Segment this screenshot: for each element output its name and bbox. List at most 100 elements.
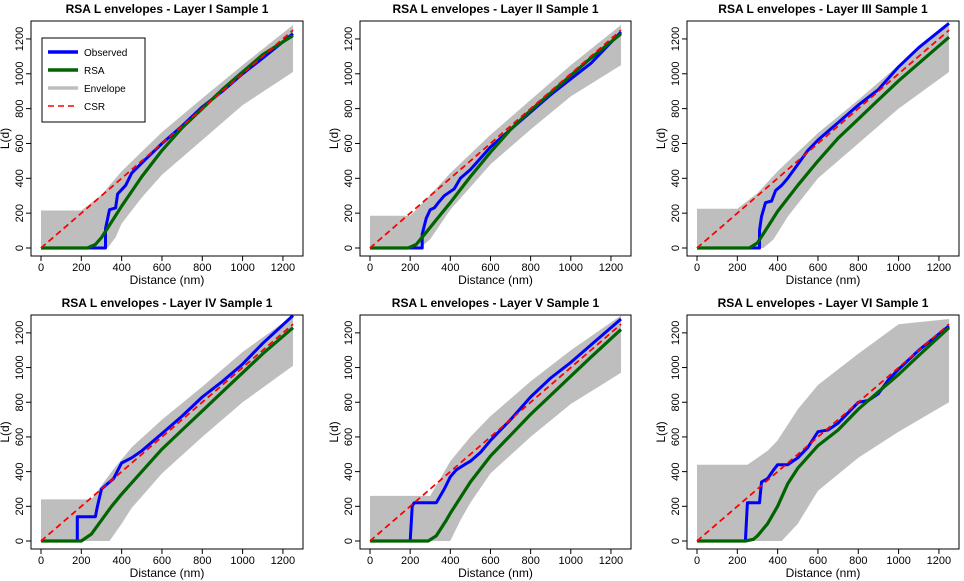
x-tick-label: 400 bbox=[441, 262, 459, 274]
x-tick-label: 0 bbox=[367, 262, 373, 274]
observed-line bbox=[370, 317, 622, 543]
y-tick-label: 0 bbox=[343, 245, 355, 251]
legend: Observed RSA Envelope CSR bbox=[41, 37, 146, 123]
x-tick-label: 1200 bbox=[599, 262, 623, 274]
chart-panel-3: 0 200 400 600 800 1000 1200 0 200 400 600 800 1000 12… bbox=[654, 2, 960, 287]
y-tick-label: 1000 bbox=[14, 62, 26, 86]
x-tick-label: 1000 bbox=[230, 555, 254, 567]
rsa-line bbox=[370, 32, 623, 250]
x-tick-label: 800 bbox=[849, 555, 867, 567]
y-axis-label: L(d) bbox=[0, 128, 12, 149]
plot-area bbox=[696, 319, 951, 543]
x-tick-label: 800 bbox=[193, 555, 211, 567]
rsa-line bbox=[41, 326, 295, 543]
y-tick-label: 800 bbox=[343, 99, 355, 117]
rsa-line bbox=[697, 35, 951, 250]
y-tick-label: 1000 bbox=[343, 355, 355, 379]
csr-line-overlay bbox=[369, 29, 622, 249]
legend-box bbox=[41, 37, 146, 123]
x-tick-label: 0 bbox=[38, 555, 44, 567]
rsa-line bbox=[370, 328, 623, 543]
x-tick-label: 0 bbox=[367, 555, 373, 567]
chart-panel-2: 0 200 400 600 800 1000 1200 0 200 400 600 800 1000 12… bbox=[327, 2, 632, 287]
chart-title: RSA L envelopes - Layer IV Sample 1 bbox=[62, 296, 273, 310]
x-tick-label: 1000 bbox=[886, 555, 910, 567]
envelope-band bbox=[41, 25, 293, 248]
csr-line-overlay bbox=[696, 323, 950, 542]
x-tick-label: 600 bbox=[481, 262, 499, 274]
x-axis-label: Distance (nm) bbox=[786, 566, 861, 580]
y-tick-label: 0 bbox=[14, 538, 26, 544]
y-tick-label: 600 bbox=[670, 134, 682, 152]
x-tick-label: 400 bbox=[441, 555, 459, 567]
y-tick-label: 400 bbox=[343, 462, 355, 480]
csr-line-overlay bbox=[40, 29, 294, 249]
x-axis-label: Distance (nm) bbox=[458, 273, 533, 287]
plot-frame bbox=[686, 314, 960, 550]
y-tick-label: 1000 bbox=[670, 62, 682, 86]
y-tick-label: 200 bbox=[14, 204, 26, 222]
y-tick-label: 400 bbox=[343, 169, 355, 187]
y-axis-label: L(d) bbox=[327, 128, 341, 149]
envelope-band bbox=[370, 25, 621, 248]
y-tick-label: 200 bbox=[14, 497, 26, 515]
y-tick-label: 1000 bbox=[14, 355, 26, 379]
plot-frame bbox=[686, 20, 960, 257]
plot-area bbox=[696, 22, 951, 250]
x-tick-label: 800 bbox=[521, 555, 539, 567]
y-tick-label: 1200 bbox=[14, 27, 26, 51]
legend-label-csr: CSR bbox=[84, 102, 105, 113]
y-tick-label: 0 bbox=[670, 245, 682, 251]
chart-title: RSA L envelopes - Layer I Sample 1 bbox=[66, 2, 269, 16]
y-tick-label: 800 bbox=[14, 99, 26, 117]
x-tick-label: 600 bbox=[809, 262, 827, 274]
y-tick-label: 600 bbox=[343, 428, 355, 446]
y-tick-label: 200 bbox=[670, 497, 682, 515]
chart-panel-1: 0 200 400 600 800 1000 1200 0 200 400 600 800 1000 12… bbox=[0, 2, 304, 287]
y-tick-label: 800 bbox=[343, 393, 355, 411]
x-tick-label: 400 bbox=[112, 555, 130, 567]
y-tick-label: 400 bbox=[670, 169, 682, 187]
x-tick-label: 1000 bbox=[886, 262, 910, 274]
y-axis-label: L(d) bbox=[327, 421, 341, 442]
csr-line-overlay bbox=[696, 29, 950, 249]
x-tick-label: 1000 bbox=[559, 555, 583, 567]
x-tick-label: 200 bbox=[401, 262, 419, 274]
y-tick-label: 400 bbox=[670, 462, 682, 480]
chart-title: RSA L envelopes - Layer II Sample 1 bbox=[392, 2, 598, 16]
y-tick-label: 800 bbox=[670, 99, 682, 117]
x-tick-label: 600 bbox=[153, 555, 171, 567]
x-axis-label: Distance (nm) bbox=[130, 566, 205, 580]
y-tick-label: 200 bbox=[343, 497, 355, 515]
x-axis-label: Distance (nm) bbox=[458, 566, 533, 580]
y-tick-label: 200 bbox=[343, 204, 355, 222]
y-axis-label: L(d) bbox=[654, 421, 668, 442]
y-tick-label: 600 bbox=[670, 428, 682, 446]
x-tick-label: 200 bbox=[72, 262, 90, 274]
y-tick-label: 200 bbox=[670, 204, 682, 222]
y-tick-label: 800 bbox=[14, 393, 26, 411]
plot-frame bbox=[359, 20, 632, 257]
x-tick-label: 1000 bbox=[559, 262, 583, 274]
x-tick-label: 1200 bbox=[599, 555, 623, 567]
y-tick-label: 1200 bbox=[14, 321, 26, 345]
y-tick-label: 600 bbox=[343, 134, 355, 152]
x-axis-label: Distance (nm) bbox=[130, 273, 205, 287]
legend-label-envelope: Envelope bbox=[84, 84, 126, 95]
y-tick-label: 400 bbox=[14, 462, 26, 480]
chart-title: RSA L envelopes - Layer III Sample 1 bbox=[718, 2, 928, 16]
y-tick-label: 800 bbox=[670, 393, 682, 411]
plot-area bbox=[369, 25, 623, 250]
x-tick-label: 600 bbox=[481, 555, 499, 567]
y-axis-label: L(d) bbox=[0, 421, 12, 442]
legend-label-observed: Observed bbox=[84, 48, 127, 59]
chart-title: RSA L envelopes - Layer VI Sample 1 bbox=[718, 296, 929, 310]
x-tick-label: 1200 bbox=[927, 262, 951, 274]
x-tick-label: 200 bbox=[728, 555, 746, 567]
chart-panel-6: 0 200 400 600 800 1000 1200 0 200 400 600 800 1000 12… bbox=[654, 296, 960, 580]
plot-area bbox=[40, 315, 295, 543]
x-tick-label: 1000 bbox=[230, 262, 254, 274]
rsa-line bbox=[697, 326, 951, 543]
x-tick-label: 400 bbox=[112, 262, 130, 274]
